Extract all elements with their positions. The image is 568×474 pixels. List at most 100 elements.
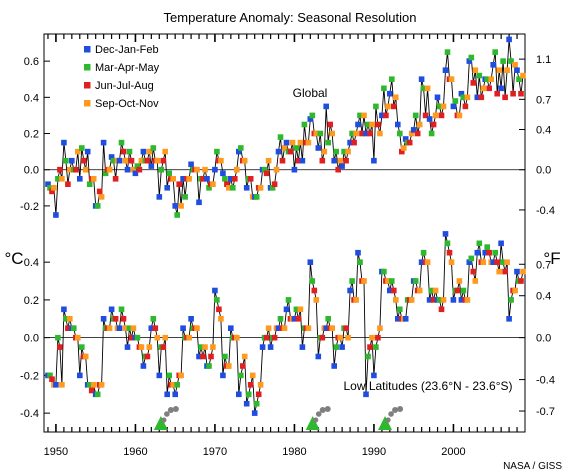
data-point-sep-oct-nov: [122, 325, 129, 331]
data-point-mar-apr-may: [238, 145, 244, 151]
data-point-jun-jul-aug: [287, 148, 294, 155]
data-point-sep-oct-nov: [313, 130, 320, 137]
data-point-dec-jan-feb: [355, 249, 361, 256]
data-point-mar-apr-may: [166, 170, 172, 177]
data-point-dec-jan-feb: [426, 116, 433, 122]
data-point-mar-apr-may: [381, 85, 387, 92]
data-point-mar-apr-may: [484, 76, 490, 82]
data-point-dec-jan-feb: [108, 154, 115, 160]
data-point-jun-jul-aug: [208, 353, 214, 360]
data-point-mar-apr-may: [508, 58, 514, 64]
data-point-jun-jul-aug: [438, 306, 445, 313]
data-point-jun-jul-aug: [120, 316, 127, 322]
data-point-sep-oct-nov: [297, 306, 304, 313]
data-point-sep-oct-nov: [202, 344, 208, 350]
data-point-dec-jan-feb: [323, 325, 329, 331]
data-point-jun-jul-aug: [73, 166, 79, 173]
data-point-mar-apr-may: [436, 103, 443, 110]
data-point-dec-jan-feb: [251, 410, 258, 416]
data-point-mar-apr-may: [166, 372, 172, 379]
y-tick-label-fahrenheit: 0.0: [536, 333, 551, 345]
data-point-jun-jul-aug: [65, 325, 71, 331]
data-point-jun-jul-aug: [422, 112, 429, 119]
volcano-marker: [153, 416, 168, 430]
y-tick-label-fahrenheit: 0.0: [536, 165, 551, 177]
data-point-sep-oct-nov: [90, 176, 97, 182]
data-point-sep-oct-nov: [218, 316, 224, 322]
data-point-mar-apr-may: [484, 244, 490, 250]
y-tick-label-fahrenheit: 0.7: [536, 94, 551, 106]
data-point-sep-oct-nov: [297, 139, 304, 146]
data-point-dec-jan-feb: [69, 157, 75, 164]
data-point-mar-apr-may: [357, 259, 363, 265]
data-point-mar-apr-may: [198, 344, 204, 350]
volcano-plume: [388, 411, 394, 417]
data-point-sep-oct-nov: [273, 166, 280, 173]
data-point-sep-oct-nov: [162, 334, 168, 341]
data-point-jun-jul-aug: [240, 363, 246, 369]
data-point-jun-jul-aug: [200, 353, 206, 360]
data-point-mar-apr-may: [214, 148, 220, 155]
data-point-jun-jul-aug: [263, 334, 270, 341]
panel-low-latitudes: -0.4 -0.2 0.0 0.2 0.4 -0.7 -0.4 0.0 0.4 0.7 Low La…: [20, 231, 555, 420]
data-point-jun-jul-aug: [263, 170, 270, 177]
data-point-mar-apr-may: [182, 194, 188, 200]
plot-frame: [43, 33, 526, 433]
data-point-dec-jan-feb: [283, 139, 290, 146]
data-point-dec-jan-feb: [363, 391, 369, 398]
data-point-mar-apr-may: [245, 391, 252, 398]
data-point-sep-oct-nov: [289, 139, 296, 146]
volcano-plume: [164, 411, 170, 417]
volcano-plume: [397, 406, 404, 412]
data-point-dec-jan-feb: [387, 287, 393, 294]
data-point-sep-oct-nov: [154, 157, 161, 164]
data-point-dec-jan-feb: [299, 344, 306, 350]
data-point-jun-jul-aug: [176, 181, 182, 187]
data-point-sep-oct-nov: [59, 176, 65, 182]
data-point-sep-oct-nov: [138, 157, 145, 164]
data-point-mar-apr-may: [309, 278, 316, 284]
data-point-sep-oct-nov: [385, 278, 391, 284]
data-point-mar-apr-may: [55, 176, 61, 182]
data-point-jun-jul-aug: [454, 287, 461, 294]
data-point-sep-oct-nov: [496, 268, 502, 275]
data-point-mar-apr-may: [63, 157, 69, 164]
data-point-mar-apr-may: [492, 249, 498, 256]
data-point-dec-jan-feb: [299, 157, 306, 164]
data-point-dec-jan-feb: [172, 391, 178, 398]
data-point-dec-jan-feb: [291, 316, 298, 322]
data-point-sep-oct-nov: [106, 166, 113, 173]
data-point-sep-oct-nov: [464, 94, 471, 101]
data-point-mar-apr-may: [476, 72, 483, 79]
data-point-jun-jul-aug: [311, 287, 318, 294]
y-tick-label-celsius: -0.4: [20, 408, 39, 420]
data-point-jun-jul-aug: [327, 121, 333, 128]
data-point-dec-jan-feb: [514, 67, 520, 73]
data-point-dec-jan-feb: [363, 130, 369, 137]
data-point-mar-apr-may: [118, 306, 125, 313]
data-point-dec-jan-feb: [387, 90, 393, 97]
data-point-jun-jul-aug: [200, 176, 206, 182]
data-point-dec-jan-feb: [180, 176, 186, 182]
data-point-sep-oct-nov: [67, 316, 73, 322]
data-point-mar-apr-may: [222, 176, 228, 182]
data-point-dec-jan-feb: [466, 259, 473, 265]
data-point-sep-oct-nov: [194, 166, 200, 173]
data-point-sep-oct-nov: [305, 325, 312, 331]
data-point-jun-jul-aug: [232, 176, 238, 182]
data-point-mar-apr-may: [253, 400, 260, 407]
data-point-sep-oct-nov: [226, 185, 232, 191]
data-point-jun-jul-aug: [446, 249, 453, 256]
data-point-jun-jul-aug: [406, 139, 413, 146]
data-point-mar-apr-may: [428, 287, 435, 294]
data-point-mar-apr-may: [309, 112, 316, 119]
legend-swatch: [84, 46, 91, 53]
data-point-jun-jul-aug: [319, 334, 326, 341]
data-point-dec-jan-feb: [228, 176, 234, 182]
data-point-dec-jan-feb: [395, 121, 401, 128]
data-point-sep-oct-nov: [154, 334, 161, 341]
data-point-sep-oct-nov: [480, 259, 487, 265]
data-point-sep-oct-nov: [202, 166, 208, 173]
data-point-sep-oct-nov: [281, 145, 288, 151]
data-point-dec-jan-feb: [108, 306, 115, 313]
